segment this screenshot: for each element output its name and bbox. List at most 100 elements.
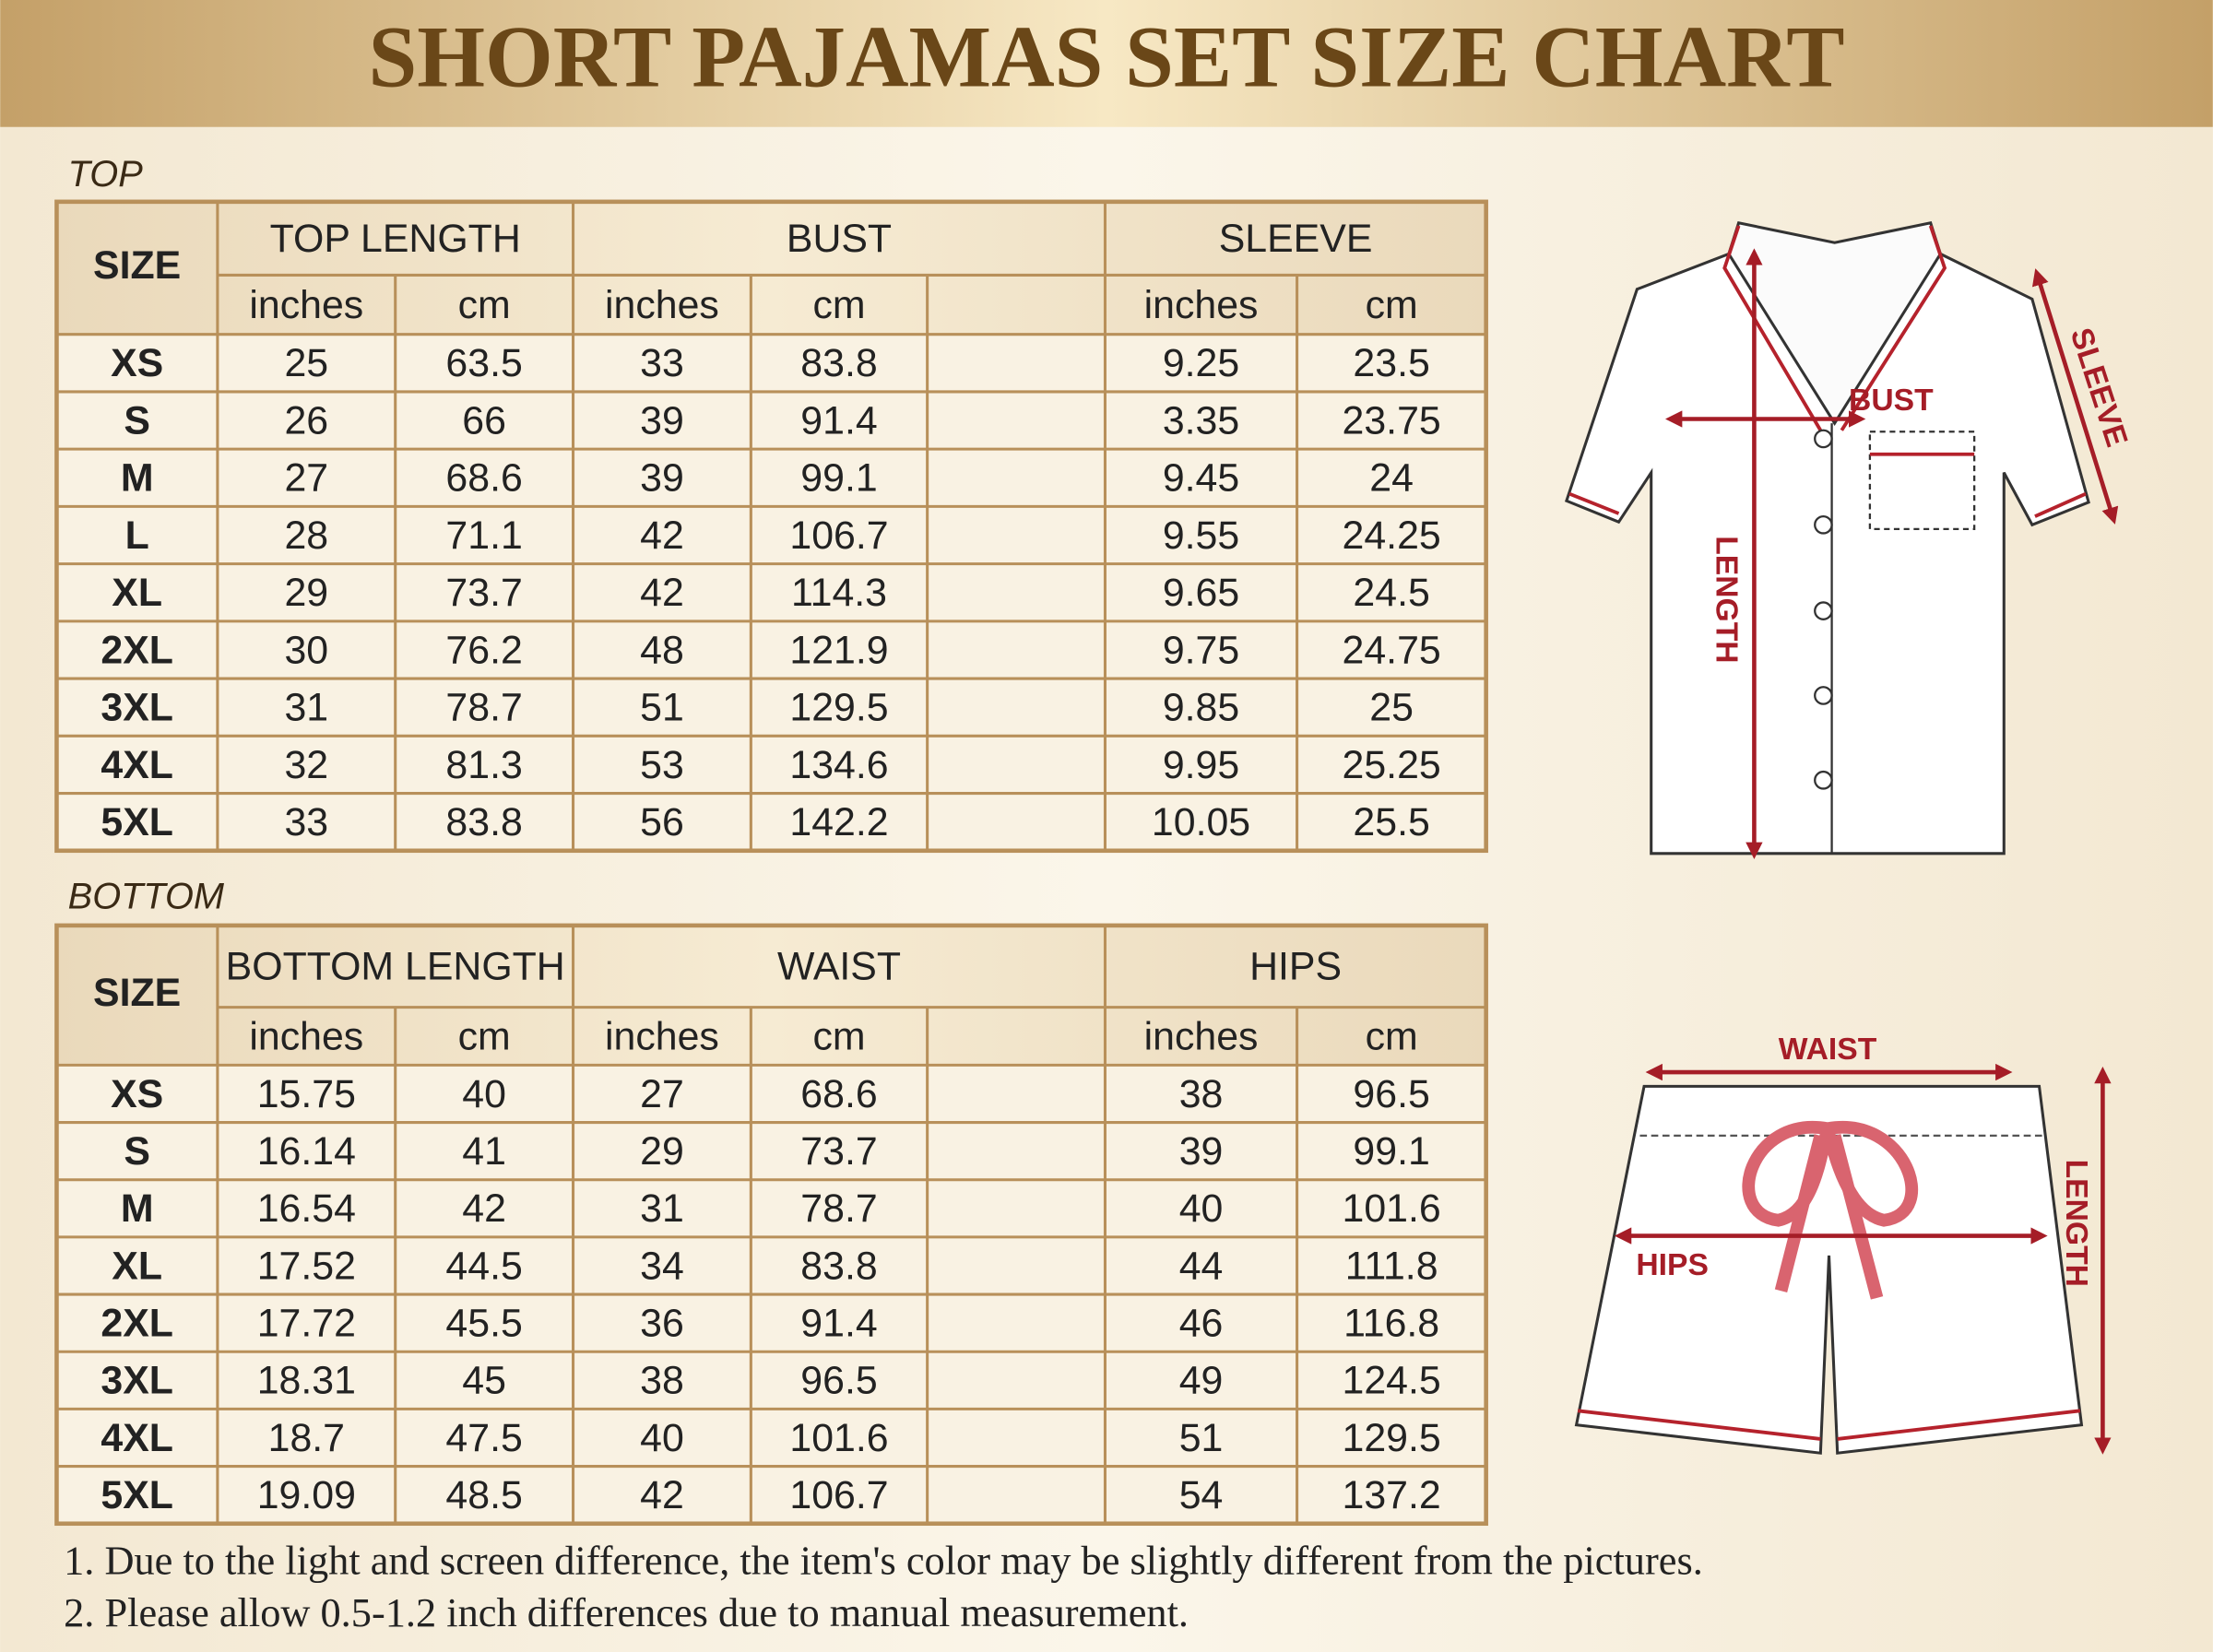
value-cell: 142.2 [789,800,888,844]
value-cell: 18.31 [257,1359,356,1403]
value-cell: 9.75 [1163,628,1239,672]
value-cell: 91.4 [800,398,877,442]
value-cell: 31 [640,1186,684,1231]
value-cell: 25 [1369,686,1414,730]
value-cell: 73.7 [445,571,522,615]
unit-header: inches [605,1014,719,1058]
value-cell: 24.5 [1353,571,1429,615]
size-cell: S [124,1129,150,1174]
value-cell: 51 [640,686,684,730]
size-cell: 3XL [101,686,173,730]
value-cell: 24.25 [1343,513,1441,558]
value-cell: 27 [640,1072,684,1116]
length-label: LENGTH [2059,1160,2093,1287]
value-cell: 78.7 [800,1186,877,1231]
value-cell: 9.55 [1163,513,1239,558]
value-cell: 28 [284,513,328,558]
value-cell: 51 [1179,1416,1224,1460]
value-cell: 33 [284,800,328,844]
value-cell: 68.6 [445,456,522,501]
value-cell: 137.2 [1343,1473,1441,1517]
value-cell: 10.05 [1152,800,1250,844]
value-cell: 42 [640,1473,684,1517]
value-cell: 45 [462,1359,506,1403]
hips-label: HIPS [1636,1248,1709,1282]
table-border [54,199,1488,854]
value-cell: 111.8 [1345,1244,1438,1288]
value-cell: 96.5 [1353,1072,1429,1116]
group-header: TOP LENGTH [270,217,521,261]
note: 1. Due to the light and screen differenc… [64,1537,1703,1583]
value-cell: 44.5 [445,1244,522,1288]
unit-header: inches [1144,283,1259,327]
value-cell: 42 [640,571,684,615]
value-cell: 91.4 [800,1302,877,1346]
unit-header: cm [812,1014,865,1058]
value-cell: 106.7 [789,1473,888,1517]
size-cell: XL [112,571,162,615]
value-cell: 83.8 [800,1244,877,1288]
value-cell: 116.8 [1343,1302,1439,1346]
value-cell: 17.72 [257,1302,356,1346]
size-cell: 2XL [101,628,173,672]
value-cell: 54 [1179,1473,1224,1517]
value-cell: 83.8 [800,341,877,385]
value-cell: 39 [640,456,684,501]
value-cell: 99.1 [800,456,877,501]
value-cell: 15.75 [257,1072,356,1116]
size-cell: L [125,513,149,558]
value-cell: 40 [640,1416,684,1460]
size-cell: 4XL [101,743,173,787]
value-cell: 81.3 [445,743,522,787]
tables: SIZE TOP LENGTH BUST SLEEVE inches cm inches cm… [54,199,1488,1527]
value-cell: 46 [1179,1302,1224,1346]
value-cell: 30 [284,628,328,672]
value-cell: 26 [284,398,328,442]
length-label: LENGTH [1709,536,1743,663]
value-cell: 38 [640,1359,684,1403]
value-cell: 40 [462,1072,506,1116]
value-cell: 106.7 [789,513,888,558]
title-band [0,0,2213,127]
value-cell: 129.5 [789,686,888,730]
table-border [54,923,1488,1527]
unit-header: cm [458,283,511,327]
value-cell: 129.5 [1343,1416,1441,1460]
unit-header: inches [1144,1014,1259,1058]
value-cell: 9.45 [1163,456,1239,501]
value-cell: 29 [284,571,328,615]
value-cell: 42 [640,513,684,558]
value-cell: 71.1 [445,513,522,558]
group-header: SLEEVE [1219,217,1373,261]
value-cell: 48.5 [445,1473,522,1517]
value-cell: 114.3 [791,571,887,615]
value-cell: 32 [284,743,328,787]
value-cell: 63.5 [445,341,522,385]
value-cell: 9.95 [1163,743,1239,787]
note: 2. Please allow 0.5-1.2 inch differences… [64,1589,1189,1635]
section-label: TOP [68,154,144,195]
size-cell: M [121,456,154,501]
size-cell: 2XL [101,1302,173,1346]
value-cell: 83.8 [445,800,522,844]
value-cell: 45.5 [445,1302,522,1346]
shirt-diagram: BUST LENGTH SLEEVE [1564,221,2134,859]
unit-header: cm [458,1014,511,1058]
value-cell: 38 [1179,1072,1224,1116]
value-cell: 124.5 [1343,1359,1441,1403]
value-cell: 42 [462,1186,506,1231]
value-cell: 34 [640,1244,684,1288]
value-cell: 25 [284,341,328,385]
unit-header: cm [812,283,865,327]
unit-header: cm [1366,283,1418,327]
value-cell: 16.54 [257,1186,356,1231]
unit-header: cm [1366,1014,1418,1058]
value-cell: 53 [640,743,684,787]
group-header: BOTTOM LENGTH [226,945,565,989]
value-cell: 48 [640,628,684,672]
value-cell: 101.6 [1343,1186,1441,1231]
title: SHORT PAJAMAS SET SIZE CHART [368,8,1844,106]
value-cell: 41 [462,1129,506,1174]
